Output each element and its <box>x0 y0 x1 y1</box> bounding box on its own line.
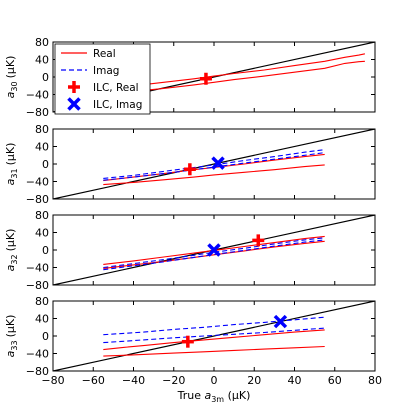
y-axis-label-sub: 33 <box>10 340 19 350</box>
y-tick-label: 80 <box>35 123 49 136</box>
y-tick-label: 0 <box>42 158 49 171</box>
x-tick-label: −80 <box>41 374 64 387</box>
y-tick-label: −40 <box>26 348 49 361</box>
x-axis-label: True a3m (μK) <box>177 389 251 404</box>
legend-item: ILC, Real <box>68 81 139 94</box>
real-band-line <box>103 345 325 357</box>
identity-line <box>53 301 375 371</box>
y-tick-label: −80 <box>26 279 49 292</box>
imag-band-line <box>103 316 325 336</box>
y-tick-label: 80 <box>35 36 49 49</box>
y-axis-label: a31 (μK) <box>4 143 19 186</box>
y-axis-label-unit: (μK) <box>4 315 17 338</box>
x-tick-label: 80 <box>368 374 382 387</box>
y-axis-label-unit: (μK) <box>4 56 17 79</box>
y-axis-label: a32 (μK) <box>4 229 19 272</box>
y-tick-label: 40 <box>35 227 49 240</box>
y-tick-label: 0 <box>42 330 49 343</box>
x-tick-label: −40 <box>122 374 145 387</box>
y-tick-label: −40 <box>26 89 49 102</box>
y-axis-label-unit: (μK) <box>4 143 17 166</box>
y-tick-label: 40 <box>35 141 49 154</box>
imag-band-line <box>103 237 325 269</box>
y-axis-label-unit: (μK) <box>4 229 17 252</box>
x-tick-label: 0 <box>211 374 218 387</box>
ilc-imag-marker <box>207 243 221 257</box>
y-axis-label: a33 (μK) <box>4 315 19 358</box>
imag-band-line <box>103 149 325 179</box>
x-axis-label-sub: 3m <box>211 395 224 404</box>
ilc-real-marker <box>183 163 196 176</box>
panel-1: −80 −40 0 40 80 a30 (μK) <box>4 36 376 119</box>
plot-area <box>53 129 375 199</box>
ilc-real-marker <box>181 335 194 348</box>
legend-item: Imag <box>61 65 119 77</box>
y-tick-label: 40 <box>35 54 49 67</box>
marker-stroke <box>211 156 225 170</box>
real-band-line <box>103 60 365 96</box>
x-tick-label: 20 <box>247 374 261 387</box>
legend: Real Imag ILC, Real ILC, Imag <box>54 43 151 115</box>
ilc-imag-marker <box>211 156 225 170</box>
y-tick-label: −80 <box>26 106 49 119</box>
legend-item: ILC, Imag <box>67 97 142 111</box>
legend-label: ILC, Imag <box>93 99 142 111</box>
legend-label: Real <box>93 48 116 60</box>
real-band-line <box>103 240 325 269</box>
real-band-line <box>103 164 325 186</box>
panel-3: −80 −40 0 40 80 a32 (μK) <box>4 209 376 292</box>
imag-band-line <box>103 327 325 344</box>
y-tick-label: −80 <box>26 365 49 378</box>
y-tick-label: 0 <box>42 244 49 257</box>
x-axis-label-var: a <box>204 389 211 402</box>
ilc-imag-marker <box>273 314 288 329</box>
imag-band-line <box>103 239 325 271</box>
legend-item: Real <box>61 48 116 60</box>
y-axis-label-var: a <box>4 264 17 271</box>
x-axis-label-unit: (μK) <box>224 389 250 402</box>
y-tick-label: −40 <box>26 176 49 189</box>
x-tick-label: −20 <box>162 374 185 387</box>
plot-area <box>53 301 375 371</box>
y-axis-label-var: a <box>4 178 17 185</box>
y-axis-label: a30 (μK) <box>4 56 19 99</box>
real-band-line <box>103 53 366 90</box>
y-axis-label-var: a <box>4 350 17 357</box>
y-tick-label: −40 <box>26 262 49 275</box>
panel-2: −80 −40 0 40 80 a31 (μK) <box>4 123 376 206</box>
x-axis-label-main: True <box>177 389 205 402</box>
x-tick-label: 60 <box>328 374 342 387</box>
marker-stroke <box>207 243 221 257</box>
y-tick-label: −80 <box>26 193 49 206</box>
y-tick-label: 80 <box>35 209 49 222</box>
marker-stroke <box>273 314 288 329</box>
legend-label: ILC, Real <box>93 82 139 94</box>
y-axis-label-var: a <box>4 91 17 98</box>
y-axis-label-sub: 32 <box>10 254 19 264</box>
real-band-line <box>103 329 325 351</box>
x-tick-label: 40 <box>288 374 302 387</box>
ilc-real-marker <box>252 234 265 247</box>
legend-swatch-x <box>67 97 81 111</box>
ilc-real-marker <box>199 72 212 85</box>
imag-band-line <box>103 152 325 181</box>
x-tick-label: −60 <box>82 374 105 387</box>
legend-label: Imag <box>93 65 119 77</box>
y-tick-label: 0 <box>42 71 49 84</box>
y-axis-label-sub: 30 <box>10 81 19 91</box>
identity-line <box>53 129 375 199</box>
y-axis-label-sub: 31 <box>10 168 19 178</box>
y-tick-label: 80 <box>35 295 49 308</box>
y-tick-label: 40 <box>35 313 49 326</box>
